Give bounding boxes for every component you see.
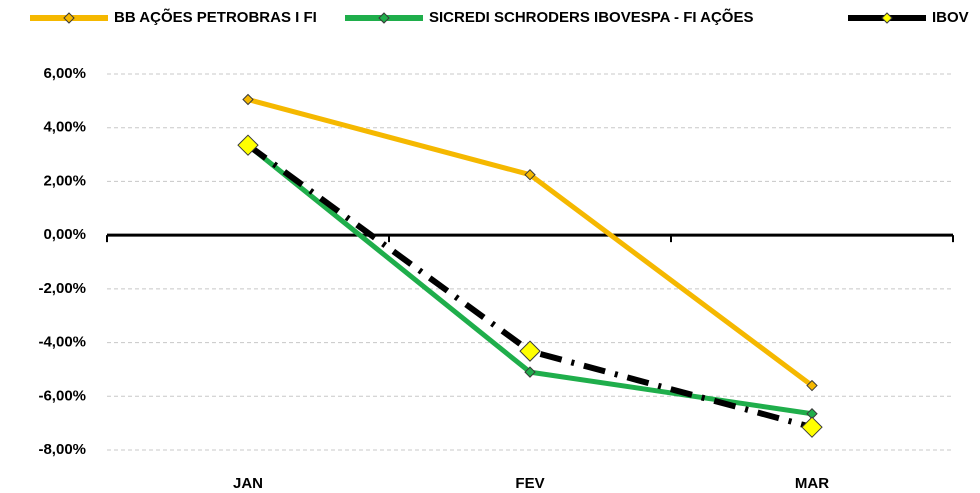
point-marker xyxy=(801,416,823,438)
legend-label: BB AÇÕES PETROBRAS I FI xyxy=(114,8,317,26)
x-tick-label: FEV xyxy=(515,475,544,492)
point-marker xyxy=(519,340,541,362)
y-tick-label: 2,00% xyxy=(43,172,86,189)
legend-label: SICREDI SCHRODERS IBOVESPA - FI AÇÕES xyxy=(429,8,754,26)
legend-marker xyxy=(378,12,390,24)
y-tick-label: 6,00% xyxy=(43,65,86,82)
x-tick-label: JAN xyxy=(233,475,263,492)
point-marker xyxy=(242,93,254,106)
point-marker xyxy=(237,134,259,156)
y-tick-label: -2,00% xyxy=(38,280,86,297)
y-tick-label: -6,00% xyxy=(38,387,86,404)
legend-marker xyxy=(881,12,893,24)
legend-marker xyxy=(63,12,75,24)
y-tick-label: 4,00% xyxy=(43,119,86,136)
legend-label: IBOV xyxy=(932,9,969,26)
series-line xyxy=(246,142,813,431)
point-marker xyxy=(524,169,536,181)
y-tick-label: -4,00% xyxy=(38,334,86,351)
point-marker xyxy=(806,379,818,392)
y-tick-label: 0,00% xyxy=(43,226,86,243)
y-tick-label: -8,00% xyxy=(38,441,86,458)
point-marker xyxy=(524,366,536,378)
x-tick-label: MAR xyxy=(795,475,829,492)
